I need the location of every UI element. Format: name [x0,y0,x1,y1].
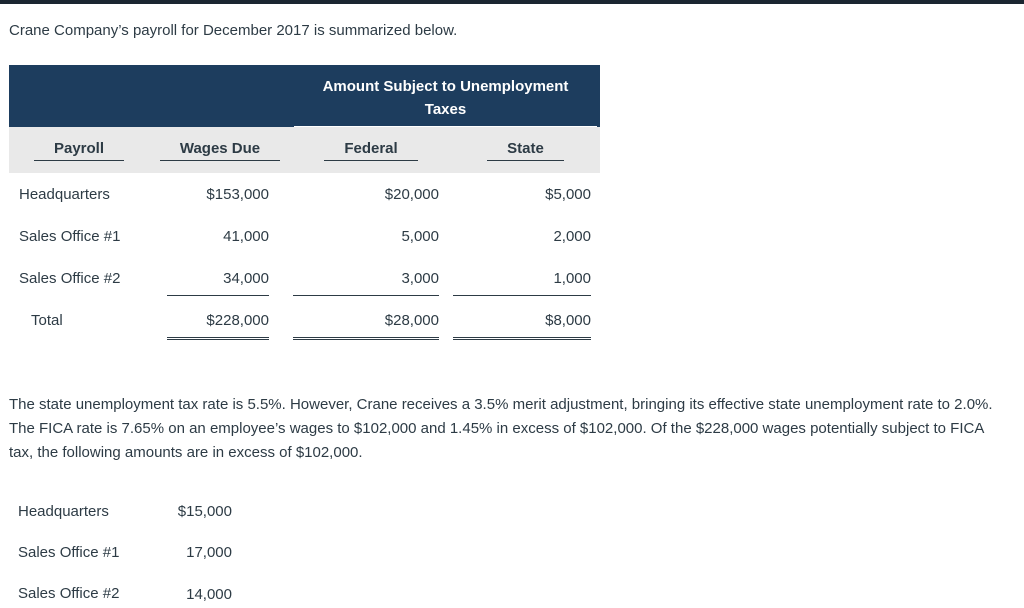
excess-row-label: Sales Office #1 [18,544,120,561]
table-column-header-row: Payroll Wages Due Federal State [9,127,600,173]
table-row-sales-office-2: Sales Office #2 34,000 3,000 1,000 [9,257,600,299]
excess-row-headquarters: Headquarters $15,000 [18,491,1024,532]
state-total-cell: $8,000 [451,299,600,341]
total-label-cell: Total [31,311,63,329]
payroll-cell: Headquarters [19,185,110,203]
excess-wages-list: Headquarters $15,000 Sales Office #1 17,… [18,491,1024,608]
tax-rate-description: The state unemployment tax rate is 5.5%.… [9,396,993,461]
excess-row-sales-office-2: Sales Office #2 14,000 [18,573,1024,608]
payroll-table: Amount Subject to Unemployment Taxes Pay… [9,65,600,341]
column-header-wages-due: Wages Due [149,127,291,173]
payroll-cell: Sales Office #2 [19,269,121,287]
span-header-spacer [9,65,291,127]
federal-total-cell: $28,000 [291,299,451,341]
unemployment-span-header: Amount Subject to Unemployment Taxes [291,65,600,127]
state-cell: 2,000 [553,227,591,245]
span-header-text: Amount Subject to Unemployment Taxes [322,78,569,118]
intro-text: Crane Company’s payroll for December 201… [9,22,458,39]
table-row-sales-office-1: Sales Office #1 41,000 5,000 2,000 [9,215,600,257]
excess-row-sales-office-1: Sales Office #1 17,000 [18,532,1024,573]
table-row-total: Total $228,000 $28,000 $8,000 [9,299,600,341]
state-cell: 1,000 [451,257,600,299]
state-cell: $5,000 [545,185,591,203]
excess-row-value: 14,000 [152,586,232,608]
table-row-headquarters: Headquarters $153,000 $20,000 $5,000 [9,173,600,215]
wages-due-cell: 41,000 [223,227,269,245]
span-header-underline: Amount Subject to Unemployment Taxes [294,75,597,127]
payroll-cell: Sales Office #1 [19,227,121,245]
excess-row-value: 17,000 [186,544,232,561]
wages-due-cell: $153,000 [206,185,269,203]
top-border [0,0,1024,4]
excess-row-value: $15,000 [177,503,232,520]
wages-due-total-cell: $228,000 [149,299,291,341]
federal-cell: 5,000 [401,227,439,245]
column-header-federal: Federal [291,127,451,173]
wages-due-cell: 34,000 [149,257,291,299]
excess-row-label: Sales Office #2 [18,585,120,602]
excess-row-label: Headquarters [18,503,109,520]
column-header-payroll: Payroll [9,127,149,173]
column-header-state: State [451,127,600,173]
table-span-header-row: Amount Subject to Unemployment Taxes [9,65,600,127]
federal-cell: 3,000 [291,257,451,299]
federal-cell: $20,000 [384,185,439,203]
